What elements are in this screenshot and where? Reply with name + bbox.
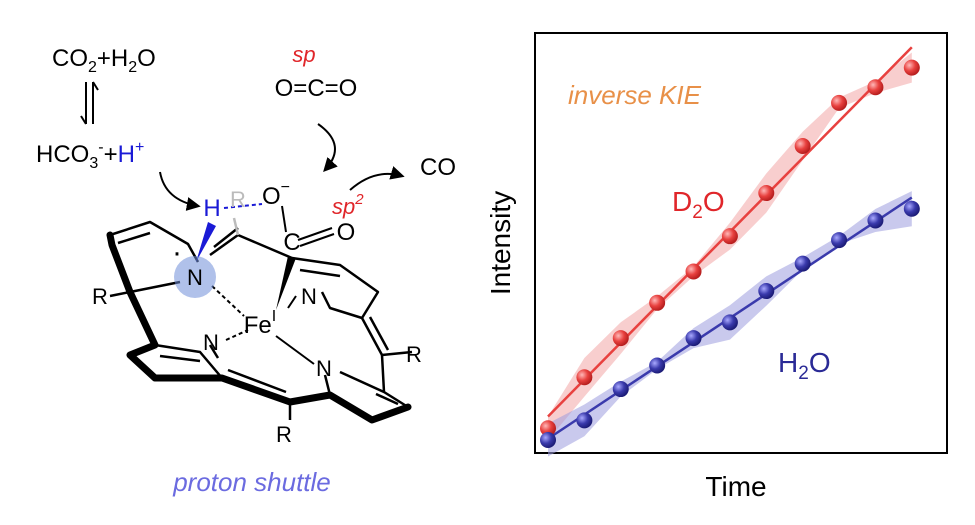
series-label-d2o: D2O xyxy=(672,186,725,223)
annotation-inverse-kie: inverse KIE xyxy=(568,80,702,110)
n-left-label: N xyxy=(203,330,219,355)
point-d2o-4 xyxy=(685,263,702,280)
kie-chart: inverse KIE D2O H2O Intensity Time xyxy=(485,32,948,502)
fe-label: FeI xyxy=(244,308,276,339)
porphyrin: H R O− C O N · N N N FeI R R R xyxy=(92,179,422,447)
point-h2o-8 xyxy=(831,232,848,249)
proton-shuttle-caption: proton shuttle xyxy=(172,467,331,497)
point-d2o-5 xyxy=(721,228,738,245)
point-h2o-0 xyxy=(540,432,556,448)
co2-binding-arrow xyxy=(317,123,338,173)
point-d2o-7 xyxy=(794,138,811,154)
point-d2o-3 xyxy=(649,294,666,311)
plot-frame xyxy=(534,32,948,454)
point-d2o-6 xyxy=(758,185,775,202)
point-d2o-2 xyxy=(612,330,629,347)
porphyrin-thin-bonds xyxy=(109,217,413,420)
r-bottom-label: R xyxy=(276,422,292,447)
point-d2o-10 xyxy=(903,59,920,76)
point-h2o-5 xyxy=(721,314,738,331)
point-d2o-8 xyxy=(831,94,848,111)
bicarbonate-label: HCO3-+H+ xyxy=(36,139,144,172)
point-h2o-9 xyxy=(867,212,884,229)
oxygen-label: O xyxy=(337,219,356,246)
sp2-label: sp2 xyxy=(332,191,364,219)
reaction-arrows xyxy=(159,123,405,211)
reaction-scheme: CO2+H2O HCO3-+H+ sp O=C=O CO sp2 xyxy=(36,42,456,497)
carboxylate-bonds xyxy=(281,205,335,247)
point-h2o-2 xyxy=(612,381,629,398)
n-bottom-label: N xyxy=(316,356,332,381)
hydrogen-bond xyxy=(223,203,263,209)
co-release-arrow xyxy=(349,166,405,191)
r-right-label: R xyxy=(406,342,422,367)
proton-shuttle-nitrogen-highlight xyxy=(174,256,216,298)
series-label-h2o: H2O xyxy=(778,347,831,384)
point-d2o-9 xyxy=(867,79,884,96)
proton-transfer-arrow xyxy=(159,171,201,211)
point-h2o-6 xyxy=(758,283,775,300)
point-h2o-10 xyxy=(903,200,920,217)
point-h2o-3 xyxy=(649,357,666,374)
fe-coordination-bonds xyxy=(211,285,315,365)
o-minus-label: O− xyxy=(262,179,290,210)
point-h2o-1 xyxy=(576,412,593,429)
y-axis-label: Intensity xyxy=(485,191,516,295)
nh-wedge xyxy=(196,222,216,262)
h-atom-label: H xyxy=(203,195,220,222)
band-d2o xyxy=(548,52,912,440)
point-h2o-7 xyxy=(794,255,811,272)
point-d2o-0 xyxy=(540,420,556,437)
data-points xyxy=(540,59,920,448)
equilibrium-arrows xyxy=(80,81,99,125)
point-h2o-4 xyxy=(685,330,702,347)
r-grey-label: R xyxy=(230,187,246,212)
co2-molecule-label: O=C=O xyxy=(275,75,358,102)
n-right-label: N xyxy=(301,284,317,309)
x-axis-label: Time xyxy=(705,471,766,502)
carbon-label: C xyxy=(283,229,300,256)
point-d2o-1 xyxy=(576,369,593,386)
radical-dot: · xyxy=(172,236,182,269)
r-left-label: R xyxy=(92,284,108,309)
sp-label: sp xyxy=(292,42,315,67)
fe-carbon-wedge xyxy=(276,256,296,310)
co-product-label: CO xyxy=(420,154,456,181)
co2-water-label: CO2+H2O xyxy=(52,45,156,76)
n-top-label: N xyxy=(187,265,203,290)
